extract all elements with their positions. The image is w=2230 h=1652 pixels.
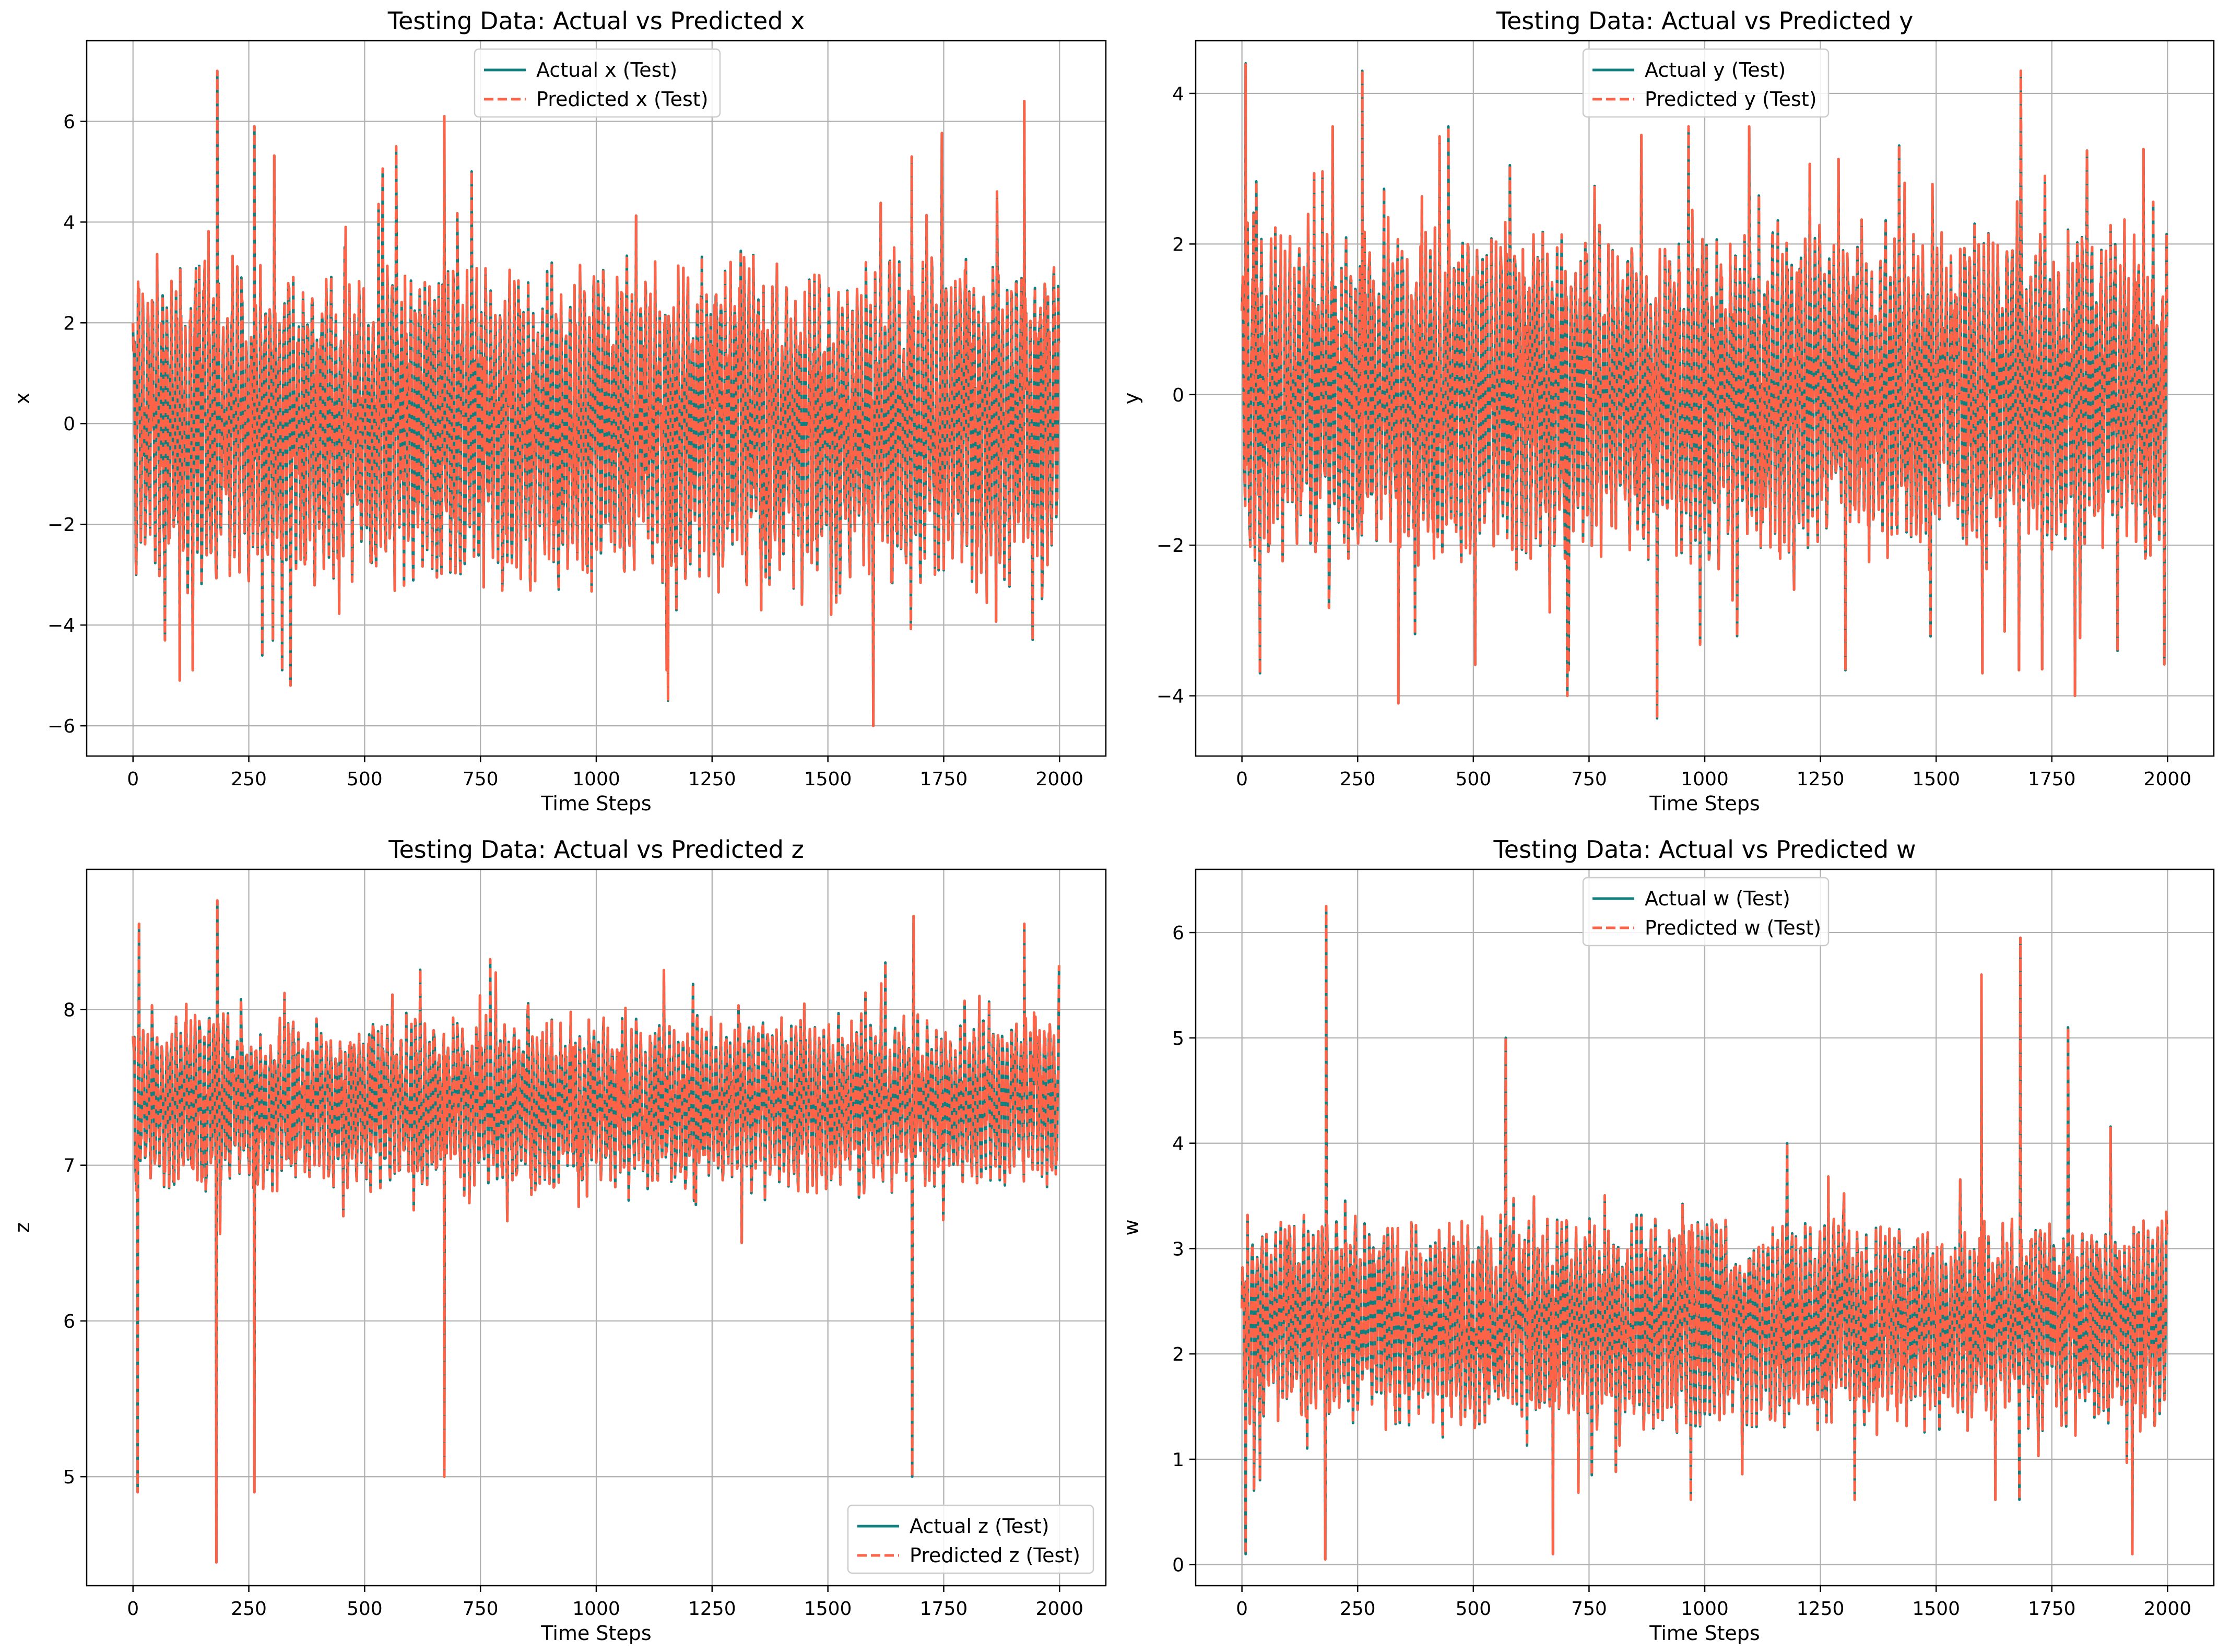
chart-title: Testing Data: Actual vs Predicted y (1496, 7, 1914, 35)
y-tick-label: −6 (48, 716, 75, 737)
chart-panel-1: 0 250 500 750 1000 1250 1500 1750 2000 −6 −4 −2 0 2 4 6… (11, 7, 1107, 815)
y-tick-label: 5 (63, 1467, 75, 1488)
y-tick-label: 6 (1172, 923, 1184, 944)
y-tick-label: 0 (1172, 385, 1184, 406)
series-line-predicted (1241, 62, 2168, 720)
legend-label-actual: Actual y (Test) (1645, 58, 1786, 81)
chart-title: Testing Data: Actual vs Predicted w (1493, 835, 1916, 864)
chart-title: Testing Data: Actual vs Predicted z (388, 835, 804, 864)
x-axis-label: Time Steps (540, 792, 651, 815)
chart-panel-3: 0 250 500 750 1000 1250 1500 1750 2000 5 6 7 8 Testin… (11, 835, 1107, 1645)
x-tick-label: 750 (463, 1598, 499, 1620)
legend-box (847, 1504, 1094, 1574)
series-line-predicted (132, 899, 1060, 1564)
legend-box (474, 48, 721, 118)
x-tick-label: 1750 (920, 1598, 968, 1620)
x-axis-label: Time Steps (1649, 792, 1760, 815)
x-tick-label: 0 (127, 769, 139, 790)
x-tick-label: 250 (1340, 1598, 1376, 1620)
chart-title: Testing Data: Actual vs Predicted x (387, 7, 805, 35)
x-tick-label: 500 (1455, 769, 1491, 790)
x-tick-label: 2000 (2144, 1598, 2192, 1620)
x-tick-label: 750 (1571, 1598, 1607, 1620)
y-tick-label: −4 (48, 615, 75, 636)
x-tick-label: 1250 (1797, 1598, 1845, 1620)
x-axis-label: Time Steps (540, 1622, 651, 1645)
legend: Actual w (Test) Predicted w (Test) (1582, 877, 1830, 947)
x-tick-label: 1500 (804, 769, 852, 790)
x-tick-label: 1750 (2028, 769, 2076, 790)
x-tick-label: 1000 (572, 769, 620, 790)
x-tick-label: 1750 (2028, 1598, 2076, 1620)
chart-panel-2: 0 250 500 750 1000 1250 1500 1750 2000 −4 −2 0 2 4 Tes… (1120, 7, 2215, 815)
x-tick-label: 500 (1455, 1598, 1491, 1620)
x-tick-label: 750 (1571, 769, 1607, 790)
y-tick-label: 3 (1172, 1238, 1184, 1260)
x-tick-label: 1500 (1912, 769, 1960, 790)
x-tick-label: 2000 (1035, 1598, 1083, 1620)
x-tick-label: 1250 (688, 769, 736, 790)
y-tick-label: 0 (63, 414, 75, 435)
series-line-predicted (132, 69, 1060, 727)
y-tick-label: 1 (1172, 1449, 1184, 1471)
series-line-predicted (1241, 905, 2168, 1561)
y-tick-label: 2 (63, 313, 75, 334)
x-axis-label: Time Steps (1649, 1622, 1760, 1645)
x-tick-label: 2000 (1035, 769, 1083, 790)
x-tick-label: 250 (231, 1598, 267, 1620)
x-tick-label: 1250 (1797, 769, 1845, 790)
legend-label-predicted: Predicted w (Test) (1645, 916, 1821, 939)
legend-label-predicted: Predicted y (Test) (1645, 88, 1817, 111)
x-tick-label: 1250 (688, 1598, 736, 1620)
legend-label-predicted: Predicted x (Test) (536, 88, 709, 111)
legend: Actual x (Test) Predicted x (Test) (474, 48, 721, 118)
y-tick-label: 0 (1172, 1555, 1184, 1576)
x-tick-label: 250 (1340, 769, 1376, 790)
x-tick-label: 0 (127, 1598, 139, 1620)
x-tick-label: 500 (347, 769, 383, 790)
y-tick-label: 7 (63, 1155, 75, 1177)
y-tick-label: 2 (1172, 234, 1184, 255)
y-tick-label: 6 (63, 111, 75, 133)
x-tick-label: 1500 (1912, 1598, 1960, 1620)
legend-label-predicted: Predicted z (Test) (910, 1544, 1080, 1567)
x-tick-label: 2000 (2144, 769, 2192, 790)
chart-panel-4: 0 250 500 750 1000 1250 1500 1750 2000 0 1 2 3 4 5 6 Tes… (1120, 835, 2215, 1645)
x-tick-label: 1750 (920, 769, 968, 790)
y-tick-label: −4 (1157, 686, 1184, 707)
x-tick-label: 750 (463, 769, 499, 790)
x-tick-label: 1000 (1681, 1598, 1729, 1620)
x-tick-label: 1500 (804, 1598, 852, 1620)
x-tick-label: 250 (231, 769, 267, 790)
y-tick-label: −2 (1157, 535, 1184, 557)
y-tick-label: 4 (63, 212, 75, 233)
legend-box (1582, 877, 1830, 947)
legend-label-actual: Actual z (Test) (910, 1515, 1049, 1538)
y-tick-label: 8 (63, 999, 75, 1021)
y-axis-label: w (1120, 1219, 1143, 1235)
legend: Actual y (Test) Predicted y (Test) (1582, 48, 1830, 118)
y-axis-label: z (11, 1222, 34, 1233)
y-tick-label: 4 (1172, 1134, 1184, 1155)
legend: Actual z (Test) Predicted z (Test) (847, 1504, 1094, 1574)
y-axis-label: y (1120, 393, 1143, 405)
x-tick-label: 0 (1236, 1598, 1248, 1620)
y-tick-label: 4 (1172, 84, 1184, 105)
legend-box (1582, 48, 1830, 118)
legend-label-actual: Actual x (Test) (536, 58, 677, 81)
legend-label-actual: Actual w (Test) (1645, 887, 1790, 910)
y-tick-label: 5 (1172, 1028, 1184, 1049)
y-tick-label: −2 (48, 514, 75, 536)
x-tick-label: 500 (347, 1598, 383, 1620)
y-tick-label: 2 (1172, 1344, 1184, 1365)
x-tick-label: 0 (1236, 769, 1248, 790)
y-axis-label: x (11, 393, 34, 405)
x-tick-label: 1000 (572, 1598, 620, 1620)
x-tick-label: 1000 (1681, 769, 1729, 790)
y-tick-label: 6 (63, 1311, 75, 1332)
